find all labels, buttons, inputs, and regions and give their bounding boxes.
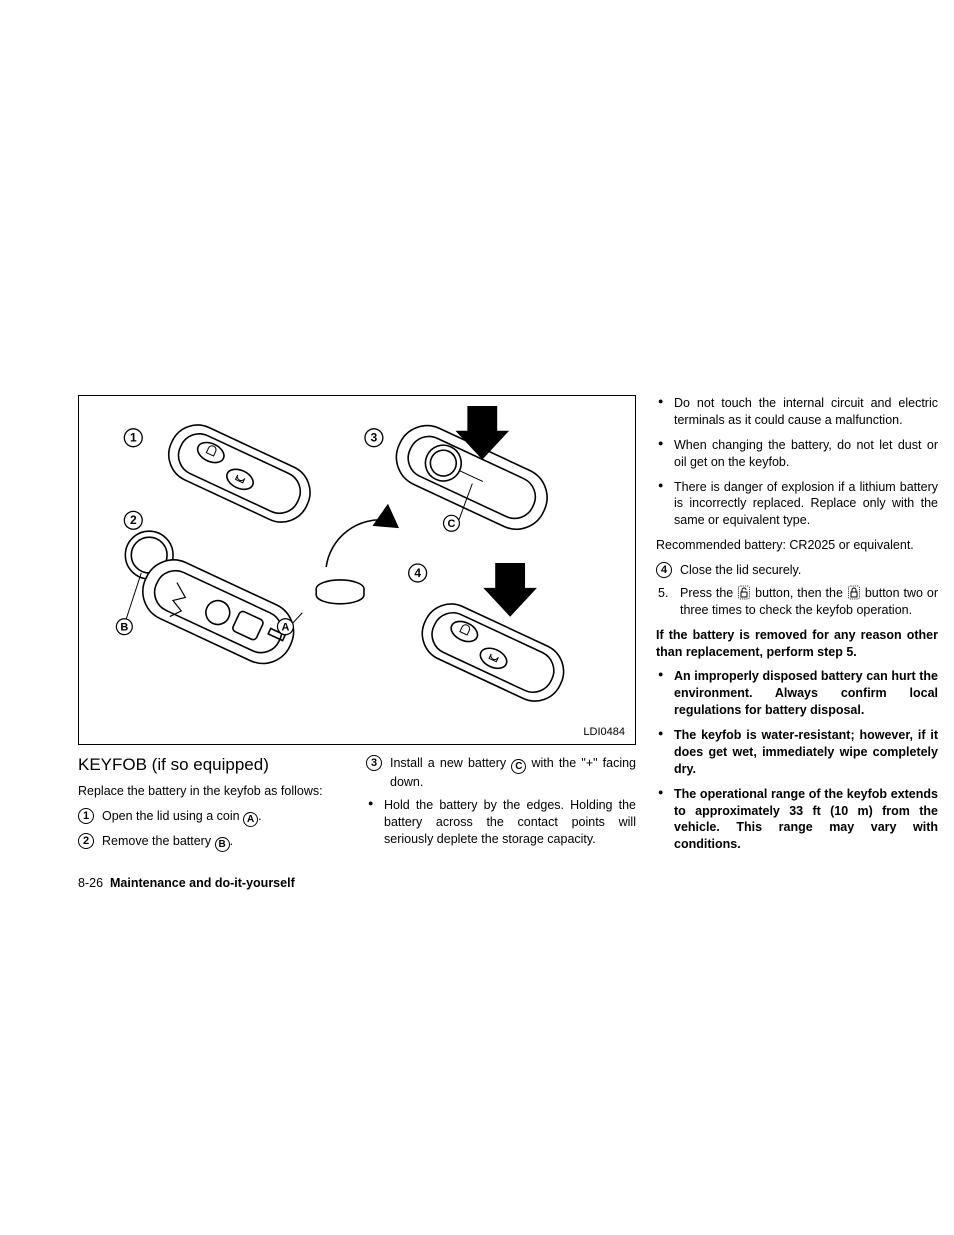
step-marker: 2 xyxy=(78,833,94,849)
step3-sub-bullet: Hold the battery by the edges. Holding t… xyxy=(366,797,636,848)
svg-text:1: 1 xyxy=(130,431,137,445)
step-5: 5. Press the button, then the button two… xyxy=(656,585,938,619)
manual-page: 1 2 3 4 A B C LDI0484 xyxy=(78,395,946,890)
step-3: 3 Install a new battery C with the "+" f… xyxy=(366,755,636,791)
step3-hold-note: Hold the battery by the edges. Holding t… xyxy=(366,797,636,848)
step-1: 1 Open the lid using a coin A. xyxy=(78,808,348,827)
step-marker: 4 xyxy=(656,562,672,578)
step-4: 4 Close the lid securely. xyxy=(656,562,938,579)
step-4-list: 4 Close the lid securely. xyxy=(656,562,938,579)
bullet-range: The operational range of the keyfob exte… xyxy=(656,786,938,854)
recommended-battery: Recommended battery: CR2025 or equivalen… xyxy=(656,537,938,554)
bold-bullets: An improperly disposed battery can hurt … xyxy=(656,668,938,853)
bullet-circuit: Do not touch the internal circuit and el… xyxy=(656,395,938,429)
bullet-text: The keyfob is water-resistant; however, … xyxy=(674,728,938,776)
step5-text-b: button, then the xyxy=(755,586,847,600)
diagram-svg: 1 2 3 4 A B C xyxy=(79,396,635,744)
right-column: Do not touch the internal circuit and el… xyxy=(656,395,938,890)
bullet-dust: When changing the battery, do not let du… xyxy=(656,437,938,471)
step-text: Install a new battery xyxy=(390,756,511,770)
svg-text:C: C xyxy=(448,518,456,530)
subcol-2: 3 Install a new battery C with the "+" f… xyxy=(366,755,636,858)
step-text-after: . xyxy=(230,834,233,848)
step-marker: 1 xyxy=(78,808,94,824)
keyfob-diagram: 1 2 3 4 A B C LDI0484 xyxy=(78,395,636,745)
bold-note: If the battery is removed for any reason… xyxy=(656,627,938,661)
below-diagram-columns: KEYFOB (if so equipped) Replace the batt… xyxy=(78,755,638,858)
steps-1-2: 1 Open the lid using a coin A. 2 Remove … xyxy=(78,808,348,852)
intro-text: Replace the battery in the keyfob as fol… xyxy=(78,783,348,800)
letter-c: C xyxy=(511,759,526,774)
footer-title: Maintenance and do-it-yourself xyxy=(110,876,295,890)
letter-a: A xyxy=(243,812,258,827)
bullet-text: An improperly disposed battery can hurt … xyxy=(674,669,938,717)
bullet-explosion: There is danger of explosion if a lithiu… xyxy=(656,479,938,530)
step-2: 2 Remove the battery B. xyxy=(78,833,348,852)
letter-b: B xyxy=(215,837,230,852)
svg-text:2: 2 xyxy=(130,513,137,527)
svg-text:B: B xyxy=(120,622,128,634)
svg-text:3: 3 xyxy=(371,431,378,445)
caution-bullets: Do not touch the internal circuit and el… xyxy=(656,395,938,529)
step-text: Close the lid securely. xyxy=(680,563,801,577)
step-text-after: . xyxy=(258,809,261,823)
subcol-1: KEYFOB (if so equipped) Replace the batt… xyxy=(78,755,348,858)
bullet-water: The keyfob is water-resistant; however, … xyxy=(656,727,938,778)
page-footer: 8-26 Maintenance and do-it-yourself xyxy=(78,876,638,890)
left-column: 1 2 3 4 A B C LDI0484 xyxy=(78,395,638,890)
step-marker: 3 xyxy=(366,755,382,771)
svg-text:A: A xyxy=(281,622,289,634)
step5-number: 5. xyxy=(658,585,668,602)
step-3-list: 3 Install a new battery C with the "+" f… xyxy=(366,755,636,791)
bullet-text: The operational range of the keyfob exte… xyxy=(674,787,938,852)
bold-note-text: If the battery is removed for any reason… xyxy=(656,628,938,659)
bullet-disposal: An improperly disposed battery can hurt … xyxy=(656,668,938,719)
page-number: 8-26 xyxy=(78,876,103,890)
svg-text:4: 4 xyxy=(414,566,421,580)
figure-code: LDI0484 xyxy=(583,726,625,738)
section-heading: KEYFOB (if so equipped) xyxy=(78,755,348,775)
unlock-icon xyxy=(737,585,751,600)
step5-text-a: Press the xyxy=(680,586,737,600)
lock-icon xyxy=(847,585,861,600)
step-text: Remove the battery xyxy=(102,834,215,848)
step-text: Open the lid using a coin xyxy=(102,809,243,823)
